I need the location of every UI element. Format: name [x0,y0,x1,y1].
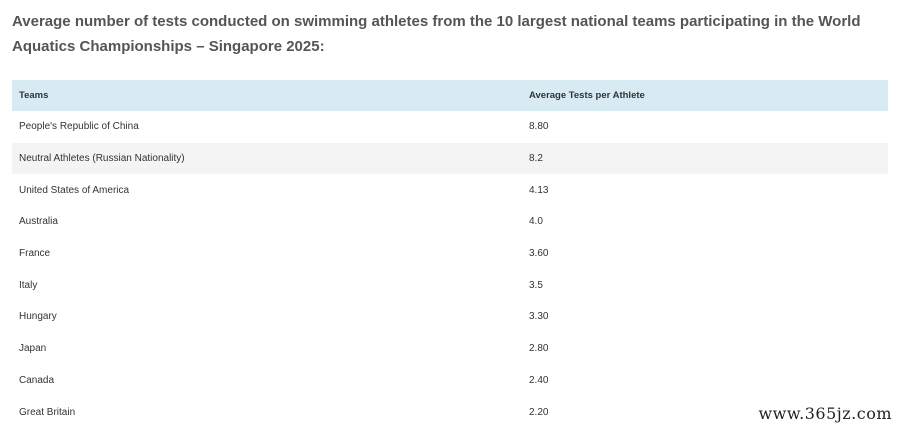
table-row: United States of America 4.13 [12,174,888,207]
team-cell: Canada [19,374,55,386]
value-cell: 3.5 [529,279,543,291]
table-row: Australia 4.0 [12,206,888,238]
table-row: People's Republic of China 8.80 [12,111,888,143]
value-cell: 8.80 [529,121,549,133]
value-cell: 4.0 [529,216,543,228]
table-row: Italy 3.5 [12,269,888,302]
team-cell: People's Republic of China [19,121,139,133]
column-header-average-tests: Average Tests per Athlete [529,90,645,101]
value-cell: 3.60 [529,248,549,260]
team-cell: Australia [19,216,58,228]
team-cell: France [19,248,51,260]
team-cell: Japan [19,343,47,355]
team-cell: Neutral Athletes (Russian Nationality) [19,153,185,165]
value-cell: 2.40 [529,374,549,386]
page-title: Average number of tests conducted on swi… [12,13,861,55]
value-cell: 3.30 [529,311,549,323]
value-cell: 4.13 [529,184,549,196]
table-row: Hungary 3.30 [12,301,888,333]
table-row: Japan 2.80 [12,332,888,365]
team-cell: Italy [19,279,38,291]
value-cell: 8.2 [529,153,543,165]
table-header-row: Teams Average Tests per Athlete [12,80,888,111]
value-cell: 2.80 [529,343,549,355]
table-row: Great Britain 2.20 [12,396,888,428]
table-row: Canada 2.40 [12,364,888,397]
table-row: Neutral Athletes (Russian Nationality) 8… [12,142,888,175]
value-cell: 2.20 [529,406,549,418]
team-cell: Great Britain [19,406,76,418]
tests-table: Teams Average Tests per Athlete People's… [12,80,888,428]
team-cell: United States of America [19,184,130,196]
table-row: France 3.60 [12,237,888,270]
team-cell: Hungary [19,311,57,323]
site-watermark: www.365jz.com [758,404,892,423]
column-header-teams: Teams [19,90,49,101]
